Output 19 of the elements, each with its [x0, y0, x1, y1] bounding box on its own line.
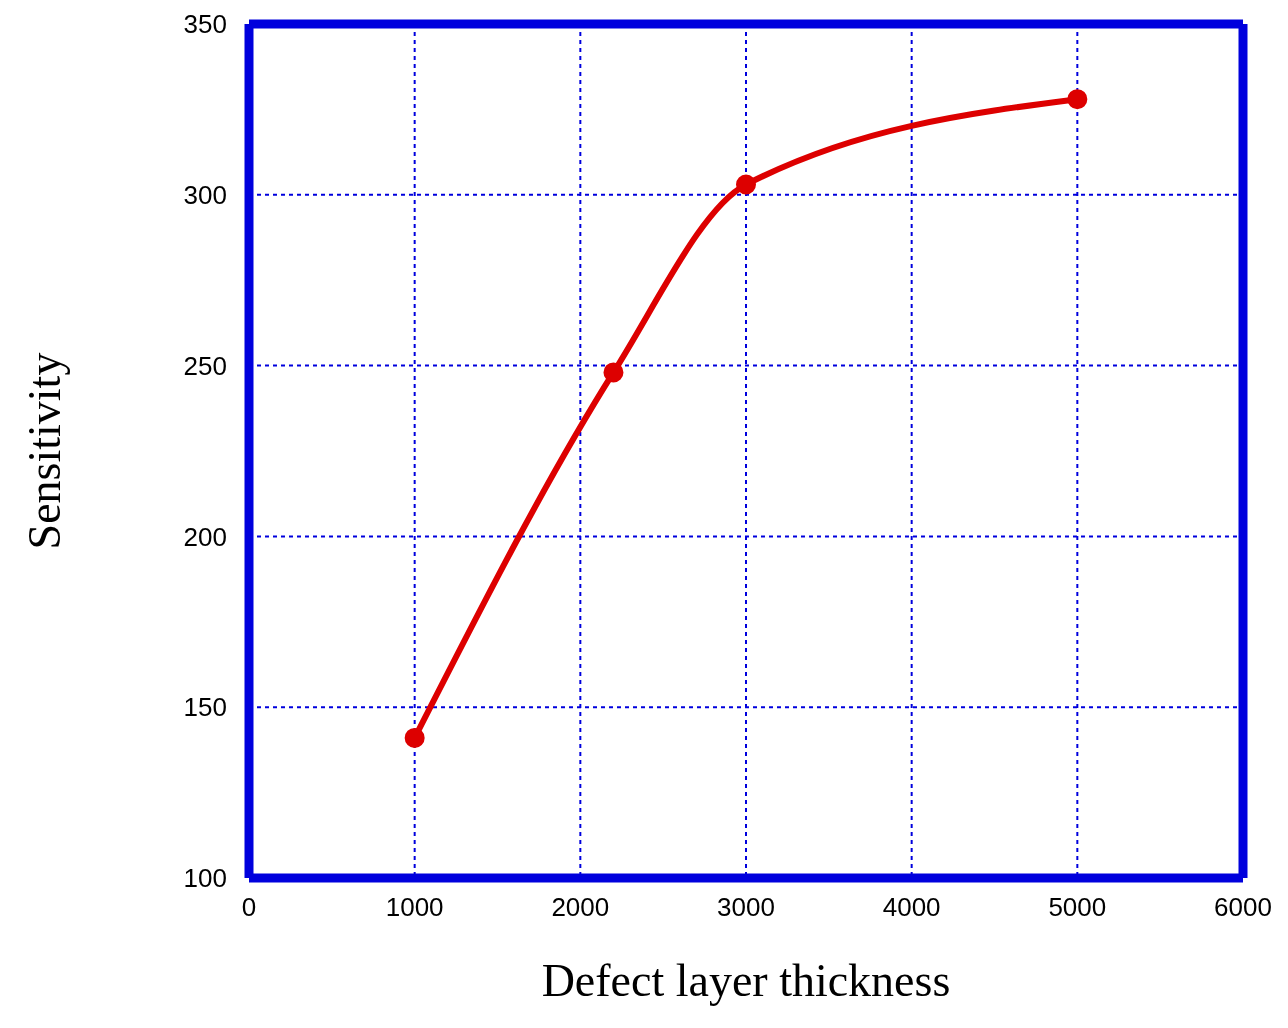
x-tick-label: 1000: [385, 892, 444, 923]
y-tick-label: 100: [183, 863, 227, 894]
x-tick-label: 2000: [551, 892, 610, 923]
y-tick-label: 150: [183, 692, 227, 723]
x-tick-label: 4000: [882, 892, 941, 923]
y-tick-label: 350: [183, 9, 227, 40]
point: [736, 174, 756, 195]
y-tick-label: 300: [183, 180, 227, 211]
point: [404, 727, 425, 748]
x-tick-label: 6000: [1214, 892, 1272, 923]
y-tick-label: 250: [183, 350, 227, 381]
point: [1067, 89, 1088, 110]
x-tick-label: 0: [241, 892, 257, 923]
x-tick-label: 3000: [717, 892, 775, 923]
point: [603, 362, 624, 383]
y-tick-label: 200: [183, 521, 227, 552]
x-axis-title: Defect layer thickness: [541, 955, 951, 1006]
y-axis-title: Sensitivity: [19, 352, 71, 550]
x-tick-label: 5000: [1048, 892, 1107, 923]
